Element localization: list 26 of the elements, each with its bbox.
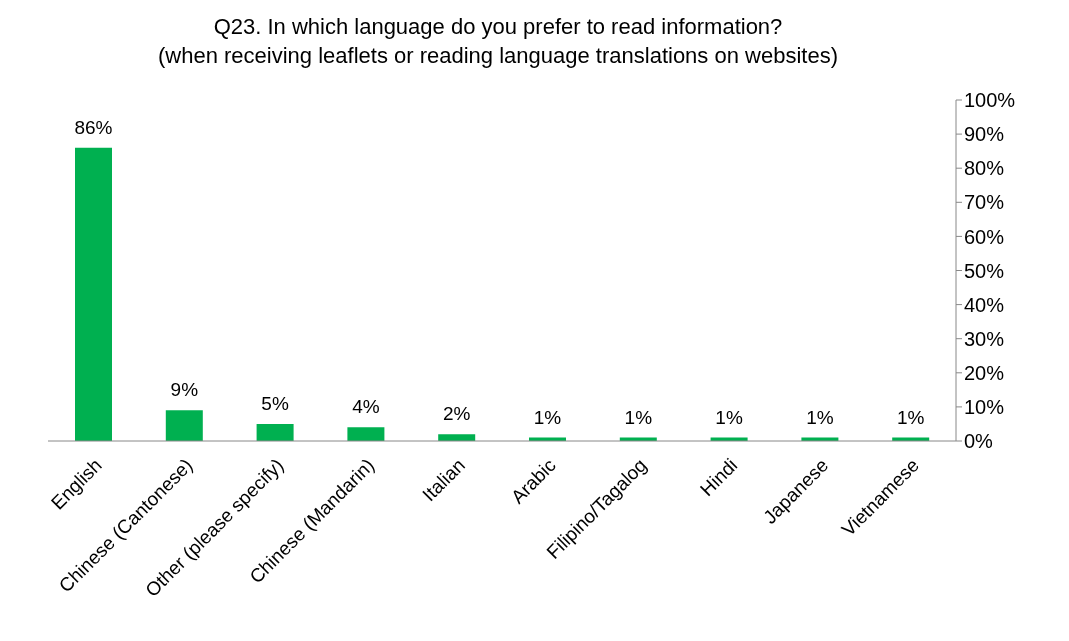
data-label: 5%	[261, 392, 289, 414]
y-tick-label: 0%	[964, 430, 994, 453]
data-label: 1%	[806, 406, 834, 428]
data-label: 1%	[715, 406, 743, 428]
data-label: 1%	[533, 406, 562, 428]
chart-title: Q23. In which language do you prefer to read information? (when receiving leaflets or reading language translations on websites)	[157, 13, 839, 70]
bar	[75, 147, 112, 441]
y-tick-label: 30%	[964, 327, 1005, 350]
y-tick-label: 70%	[964, 191, 1005, 214]
data-label: 1%	[624, 406, 653, 428]
y-tick-label: 90%	[964, 123, 1005, 146]
data-label: 2%	[442, 403, 471, 425]
y-tick-label: 80%	[964, 157, 1005, 180]
y-tick-label: 50%	[964, 259, 1005, 282]
data-label: 9%	[170, 379, 199, 401]
data-label: 4%	[352, 396, 380, 418]
bar	[256, 423, 294, 441]
bar	[165, 410, 203, 441]
y-tick-label: 40%	[964, 293, 1005, 316]
y-tick-label: 20%	[964, 361, 1005, 384]
y-tick-label: 10%	[964, 396, 1005, 418]
y-tick-label: 100%	[964, 89, 1016, 112]
bar	[347, 427, 385, 441]
data-label: 1%	[896, 406, 925, 428]
data-label: 86%	[74, 116, 113, 138]
y-tick-label: 60%	[964, 225, 1005, 248]
